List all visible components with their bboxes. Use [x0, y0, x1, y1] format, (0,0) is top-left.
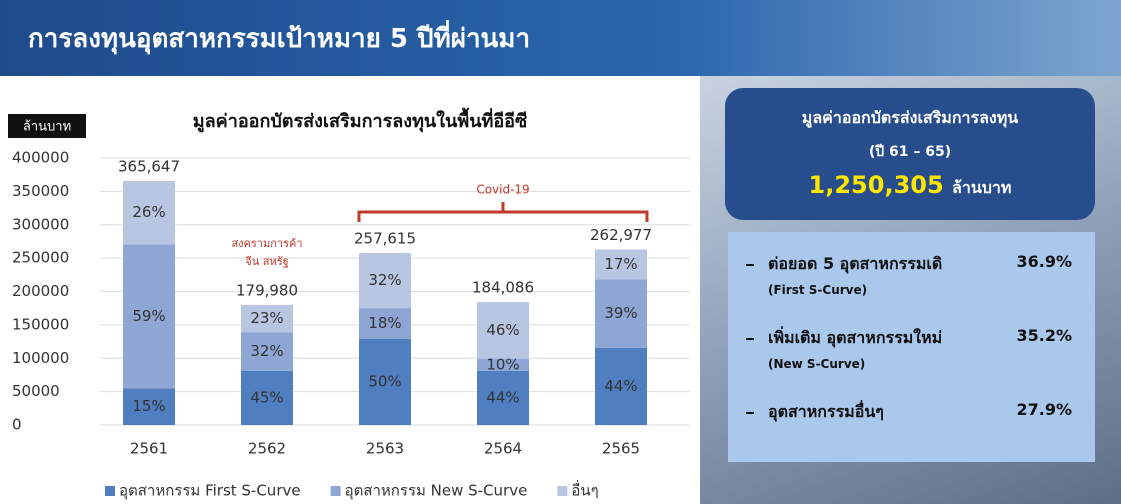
item-sub: (New S-Curve) [768, 357, 866, 371]
total-label: 365,647 [118, 157, 180, 175]
segment-label: 59% [132, 307, 165, 325]
bar-segment [477, 358, 529, 371]
segment-label: 26% [132, 203, 165, 221]
summary-item: เพิ่มเติม อุตสาหกรรมใหม่ 35.2% (New S-Curv… [746, 326, 1086, 371]
total-label: 184,086 [472, 279, 534, 297]
total-label: 257,615 [354, 230, 416, 248]
item-share: 36.9% [1016, 252, 1072, 271]
y-tick-label: 200000 [12, 282, 69, 300]
total-label: 179,980 [236, 281, 298, 299]
header: การลงทุนอุตสาหกรรมเป้าหมาย 5 ปีที่ผ่านมา [0, 0, 1121, 76]
item-label: ต่อยอด 5 อุตสาหกรรมเดิ [768, 254, 943, 273]
summary-item: ต่อยอด 5 อุตสาหกรรมเดิ 36.9% (First S-Curv… [746, 252, 1086, 297]
bar-segment [595, 347, 647, 425]
bar-segment [241, 332, 293, 371]
bar-segment [123, 180, 175, 245]
bar-segment [595, 249, 647, 280]
summary-unit: ล้านบาท [952, 178, 1012, 197]
segment-label: 18% [368, 314, 401, 332]
legend-swatch [557, 486, 568, 496]
bar-segment [123, 388, 175, 425]
summary-title: มูลค่าออกบัตรส่งเสริมการลงทุน [801, 108, 1019, 127]
segment-label: 50% [368, 373, 401, 391]
item-sub: (First S-Curve) [768, 283, 868, 297]
summary-period: (ปี 61 – 65) [868, 144, 952, 160]
bullet-dash [746, 411, 754, 414]
bar-segment [477, 302, 529, 359]
bar-segment [241, 304, 293, 333]
header-title: การลงทุนอุตสาหกรรมเป้าหมาย 5 ปีที่ผ่านมา [28, 24, 531, 54]
summary-items: ต่อยอด 5 อุตสาหกรรมเดิ 36.9% (First S-Curv… [728, 232, 1095, 462]
y-tick-label: 400000 [12, 149, 69, 167]
y-tick-label: 250000 [12, 249, 69, 267]
bar-segment [477, 370, 529, 425]
x-tick-label: 2562 [248, 440, 286, 458]
bullet-dash [746, 337, 754, 340]
segment-label: 44% [486, 388, 519, 406]
legend-swatch [330, 486, 341, 496]
covid-bracket [357, 202, 649, 222]
bar-segment [123, 244, 175, 389]
segment-label: 23% [250, 309, 283, 327]
segment-label: 15% [132, 397, 165, 415]
y-tick-label: 100000 [12, 349, 69, 367]
chart: ล้านบาท มูลค่าออกบัตรส่งเสริมการลงทุนในพื… [8, 107, 690, 501]
chart-title: มูลค่าออกบัตรส่งเสริมการลงทุนในพื้นที่อี… [193, 107, 527, 133]
y-tick-label: 300000 [12, 215, 69, 233]
x-tick-label: 2563 [366, 440, 404, 458]
bar-segment [241, 370, 293, 425]
bar-segment [595, 279, 647, 348]
x-tick-label: 2561 [130, 440, 168, 458]
item-share: 35.2% [1016, 326, 1072, 345]
segment-label: 39% [604, 304, 637, 322]
y-tick-label: 350000 [12, 182, 69, 200]
summary-item: อุตสาหกรรมอื่นๆ 27.9% [746, 400, 1086, 425]
annotation: Covid-19 [476, 183, 529, 197]
segment-label: 17% [604, 255, 637, 273]
segment-label: 44% [604, 377, 637, 395]
bar-segment [359, 308, 411, 340]
y-tick-label: 150000 [12, 315, 69, 333]
segment-label: 32% [368, 271, 401, 289]
annotation: สงครามการค้า [231, 237, 302, 250]
legend-label: อุตสาหกรรม First S-Curve [119, 482, 301, 501]
y-unit: ล้านบาท [23, 120, 71, 135]
total-label: 262,977 [590, 226, 652, 244]
bar-segment [359, 339, 411, 425]
x-tick-label: 2564 [484, 440, 522, 458]
segment-label: 45% [250, 388, 283, 406]
bullet-dash [746, 263, 754, 266]
item-label: อุตสาหกรรมอื่นๆ [768, 402, 884, 421]
item-label: เพิ่มเติม อุตสาหกรรมใหม่ [768, 328, 943, 347]
segment-label: 46% [486, 321, 519, 339]
legend-swatch [105, 486, 115, 496]
item-share: 27.9% [1016, 400, 1072, 419]
summary-total: 1,250,305 [808, 171, 944, 199]
annotation: จีน สหรัฐ [245, 255, 289, 268]
bar-segment [359, 253, 411, 309]
segment-label: 32% [250, 342, 283, 360]
segment-label: 10% [486, 355, 519, 373]
legend-label: อื่นๆ [571, 480, 598, 500]
y-unit-box [8, 114, 86, 138]
x-tick-label: 2565 [602, 440, 640, 458]
summary-box: มูลค่าออกบัตรส่งเสริมการลงทุน (ปี 61 – 6… [725, 88, 1095, 220]
y-tick-label: 0 [12, 416, 22, 434]
legend-label: อุตสาหกรรม New S-Curve [345, 482, 528, 501]
y-tick-label: 50000 [12, 382, 60, 400]
